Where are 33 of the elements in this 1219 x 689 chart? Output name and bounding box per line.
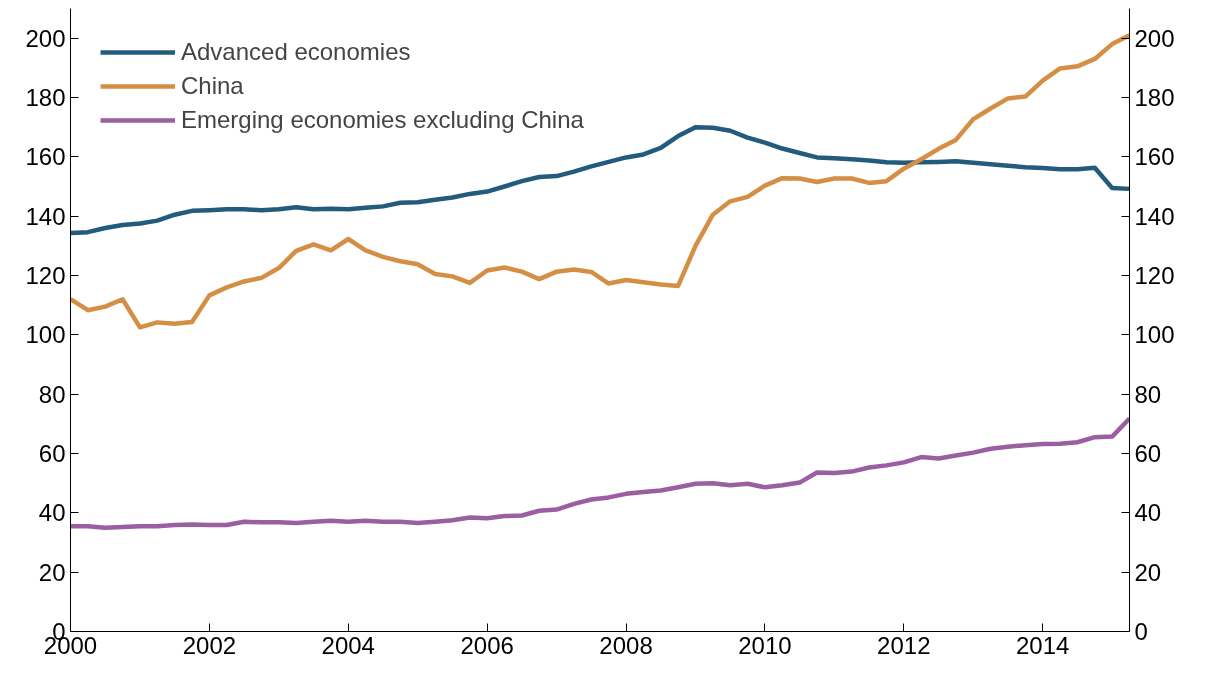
y-tick-label: 140 — [25, 202, 66, 230]
y-tick-label: 40 — [38, 499, 66, 527]
x-tick-label: 2012 — [877, 631, 931, 659]
y2-tick-label: 200 — [1134, 24, 1175, 52]
line-series — [70, 416, 1130, 530]
x-tick-label: 2004 — [321, 631, 375, 659]
legend-label: Advanced economies — [181, 38, 411, 66]
y-tick-label: 100 — [25, 321, 66, 349]
y2-tick-label: 140 — [1134, 202, 1175, 230]
line-series — [70, 32, 1130, 330]
y-tick-label: 20 — [38, 558, 66, 586]
legend-label: Emerging economies excluding China — [181, 106, 584, 134]
y2-tick-label: 80 — [1134, 380, 1162, 408]
x-tick-label: 2006 — [460, 631, 514, 659]
y-tick-label: 80 — [38, 380, 66, 408]
x-tick-label: 2002 — [182, 631, 237, 659]
y-tick-label: 200 — [25, 24, 66, 52]
y2-tick-label: 60 — [1134, 440, 1162, 467]
y-tick-label: 120 — [25, 262, 66, 289]
y2-tick-label: 100 — [1134, 321, 1175, 349]
y-tick-label: 60 — [38, 440, 66, 467]
y2-tick-label: 160 — [1134, 143, 1175, 171]
y2-tick-label: 180 — [1134, 84, 1175, 111]
y-tick-label: 180 — [25, 84, 66, 111]
legend-label: China — [181, 72, 244, 100]
y-tick-label: 160 — [25, 143, 66, 171]
y2-tick-label: 120 — [1134, 262, 1175, 289]
x-tick-label: 2014 — [1016, 631, 1070, 659]
x-tick-label: 2010 — [738, 631, 792, 659]
y2-tick-label: 40 — [1134, 499, 1162, 527]
y2-tick-label: 20 — [1134, 558, 1162, 586]
x-tick-label: 2008 — [599, 631, 653, 659]
y2-tick-label: 0 — [1134, 618, 1148, 645]
